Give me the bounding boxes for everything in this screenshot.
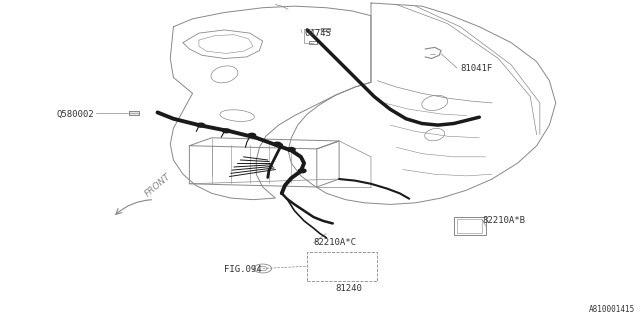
- Text: FIG.094: FIG.094: [225, 265, 262, 274]
- Circle shape: [197, 123, 205, 127]
- Circle shape: [298, 169, 306, 173]
- Text: 82210A*C: 82210A*C: [314, 238, 356, 247]
- Circle shape: [223, 129, 230, 133]
- Bar: [307, 252, 378, 281]
- Bar: [457, 219, 483, 233]
- Bar: [454, 217, 486, 235]
- Circle shape: [287, 148, 295, 151]
- Text: 81240: 81240: [335, 284, 362, 293]
- Text: 81041F: 81041F: [460, 63, 492, 73]
- Text: 82210A*B: 82210A*B: [483, 216, 525, 225]
- Circle shape: [273, 142, 281, 146]
- Text: A810001415: A810001415: [589, 305, 636, 314]
- Circle shape: [248, 133, 255, 137]
- Text: FRONT: FRONT: [143, 172, 172, 198]
- Text: 0474S: 0474S: [304, 28, 331, 38]
- Text: Q580002: Q580002: [56, 109, 94, 118]
